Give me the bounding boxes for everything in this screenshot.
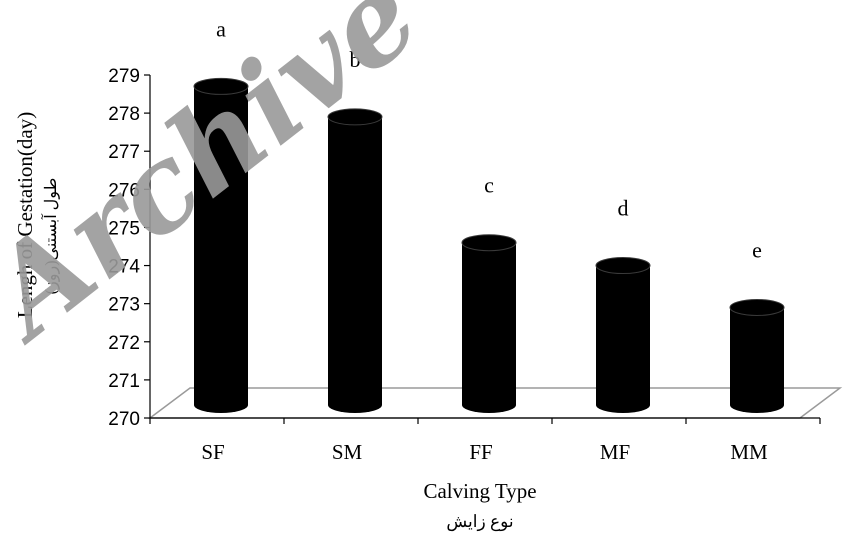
x-axis-label: Calving Type xyxy=(423,479,536,503)
significance-letter: e xyxy=(752,237,762,262)
y-tick-label: 271 xyxy=(108,371,140,392)
x-tick-label: FF xyxy=(469,440,492,464)
y-tick-label: 279 xyxy=(108,66,140,87)
y-tick-label: 274 xyxy=(108,257,140,278)
y-axis: 270 271 272 273 274 275 276 277 278 279 xyxy=(108,66,151,430)
bar-FF xyxy=(461,234,517,413)
y-tick-label: 278 xyxy=(108,104,140,125)
y-tick-label: 270 xyxy=(108,409,140,430)
bar-top xyxy=(193,77,249,95)
x-tick-label: MF xyxy=(600,440,630,464)
y-tick-label: 276 xyxy=(108,180,140,201)
y-axis-label-fa: طول آبستنی(روز) xyxy=(40,178,60,295)
y-axis-label: Lengh of Gestation(day) xyxy=(13,112,37,318)
bar-body xyxy=(328,116,382,413)
bar-SM xyxy=(327,108,383,413)
significance-letter: c xyxy=(484,173,494,198)
significance-letters: a b c d e xyxy=(216,16,762,262)
significance-letter: a xyxy=(216,16,226,41)
bar-MM xyxy=(729,298,785,413)
bar-top xyxy=(595,257,651,275)
x-tick-label: SM xyxy=(332,440,363,464)
bar-SF xyxy=(193,77,249,413)
y-tick-label: 273 xyxy=(108,295,140,316)
y-tick-label: 272 xyxy=(108,333,140,354)
bar-body xyxy=(194,86,248,413)
bar-top xyxy=(461,234,517,252)
bars xyxy=(193,77,785,413)
y-tick-label: 277 xyxy=(108,142,140,163)
bar-body xyxy=(462,242,516,413)
significance-letter: d xyxy=(618,196,629,221)
x-axis: SF SM FF MF MM xyxy=(149,417,821,464)
bar-top xyxy=(327,108,383,126)
x-tick-label: SF xyxy=(201,440,224,464)
bar-body xyxy=(730,307,784,413)
bar-MF xyxy=(595,257,651,413)
significance-letter: b xyxy=(350,47,361,72)
x-tick-label: MM xyxy=(730,440,768,464)
bar-body xyxy=(596,265,650,413)
y-tick-label: 275 xyxy=(108,218,140,239)
x-axis-label-fa: نوع زایش xyxy=(446,512,513,532)
bar-top xyxy=(729,298,785,316)
